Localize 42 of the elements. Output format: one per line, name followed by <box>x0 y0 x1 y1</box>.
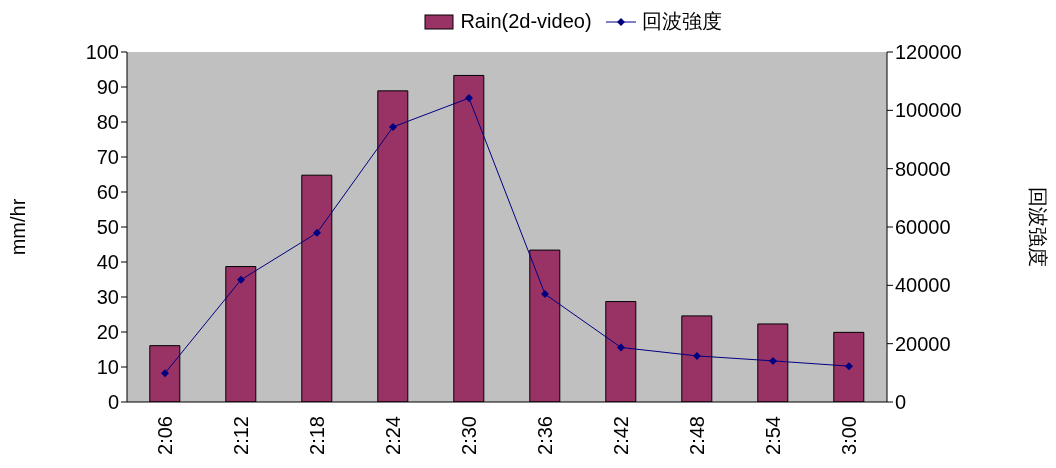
x-tick-label: 2:06 <box>154 416 176 455</box>
y2-tick-label: 60000 <box>895 216 951 239</box>
point <box>237 275 245 284</box>
point <box>617 343 625 352</box>
x-tick-label: 2:36 <box>534 416 556 455</box>
y-tick-label: 10 <box>96 356 119 379</box>
y-tick-label: 50 <box>96 216 119 239</box>
x-tick-label: 2:42 <box>610 416 632 455</box>
y2-tick-label: 100000 <box>895 99 962 122</box>
y-tick-label: 70 <box>96 146 119 169</box>
y2-tick-label: 0 <box>895 391 907 414</box>
y2-tick-label: 20000 <box>895 332 951 355</box>
legend-label: 回波強度 <box>641 9 722 34</box>
legend-label: Rain(2d-video) <box>460 10 592 33</box>
point <box>693 351 701 360</box>
point <box>541 290 549 299</box>
x-tick-label: 2:24 <box>382 416 404 455</box>
y2-axis-title: 回波強度 <box>1026 187 1049 267</box>
y-tick-label: 90 <box>96 76 119 99</box>
point <box>161 369 169 378</box>
x-tick-label: 2:54 <box>762 416 784 455</box>
x-tick-label: 2:30 <box>458 416 480 455</box>
y-tick-label: 30 <box>96 286 119 309</box>
y2-tick-label: 40000 <box>895 274 951 297</box>
y2-tick-label: 80000 <box>895 157 951 180</box>
y-tick-label: 80 <box>96 111 119 134</box>
point <box>769 356 777 365</box>
x-tick-label: 3:00 <box>838 416 860 455</box>
point <box>389 122 397 131</box>
y-tick-label: 40 <box>96 251 119 274</box>
y-tick-label: 100 <box>85 41 119 64</box>
y2-tick-label: 120000 <box>895 41 962 64</box>
y-tick-label: 0 <box>107 391 119 414</box>
x-tick-label: 2:18 <box>306 416 328 455</box>
x-tick-label: 2:48 <box>686 416 708 455</box>
y-tick-label: 60 <box>96 181 119 204</box>
y-axis-title: mm/hr <box>7 198 30 256</box>
point <box>465 94 473 103</box>
point <box>845 362 853 371</box>
y-tick-label: 20 <box>96 321 119 344</box>
x-tick-label: 2:12 <box>230 416 252 455</box>
point <box>313 228 321 237</box>
